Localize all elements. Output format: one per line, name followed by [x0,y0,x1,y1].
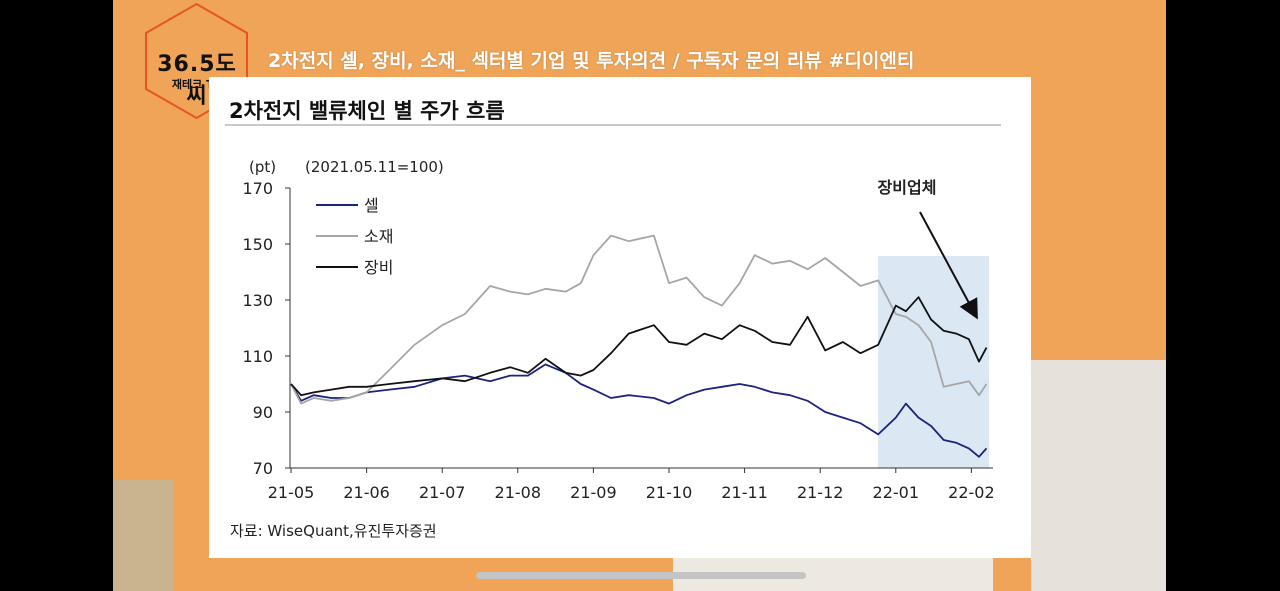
x-tick-label: 21-12 [797,483,844,502]
series-line-1 [290,363,988,458]
y-tick-label: 170 [242,179,273,198]
x-tick-label: 21-07 [419,483,466,502]
x-tick-label: 21-10 [646,483,693,502]
title-divider [225,124,1001,126]
x-tick-label: 21-08 [495,483,542,502]
legend-label-3: 장비 [364,258,393,277]
x-tick-label: 22-02 [948,483,995,502]
x-tick-label: 21-11 [721,483,768,502]
x-tick-label: 22-01 [873,483,920,502]
x-tick-label: 21-06 [343,483,390,502]
annotation-arrow [919,211,978,320]
chart-title: 2차전지 밸류체인 별 주가 흐름 [229,99,505,123]
x-tick-label: 21-05 [268,483,315,502]
series-line-2 [290,234,988,405]
y-tick-label: 90 [253,403,273,422]
video-title: 2차전지 셀, 장비, 소재_ 섹터별 기업 및 투자의견 / 구독자 문의 리… [268,50,915,72]
legend-label-2: 소재 [364,227,393,246]
logo-text: 36.5도씨 [157,52,237,109]
y-tick-label: 150 [242,235,273,254]
y-unit-label: (pt) [249,158,276,176]
home-indicator[interactable] [476,572,806,579]
annotation-label: 장비업체 [878,178,937,197]
logo-hexagon [145,2,248,120]
series-line-3 [290,296,988,397]
presenter-shirt-right [1031,360,1166,591]
legend-label-1: 셀 [364,196,379,215]
y-tick-label: 130 [242,291,273,310]
y-tick-label: 70 [253,459,273,478]
x-tick-label: 21-09 [570,483,617,502]
letterbox-left [0,0,113,591]
y-tick-label: 110 [242,347,273,366]
highlight-region [878,256,990,468]
presenter-shirt-left [113,480,173,591]
base-date-note: (2021.05.11=100) [305,158,444,176]
letterbox-right [1166,0,1280,591]
chart-source: 자료: WiseQuant,유진투자증권 [230,522,437,540]
